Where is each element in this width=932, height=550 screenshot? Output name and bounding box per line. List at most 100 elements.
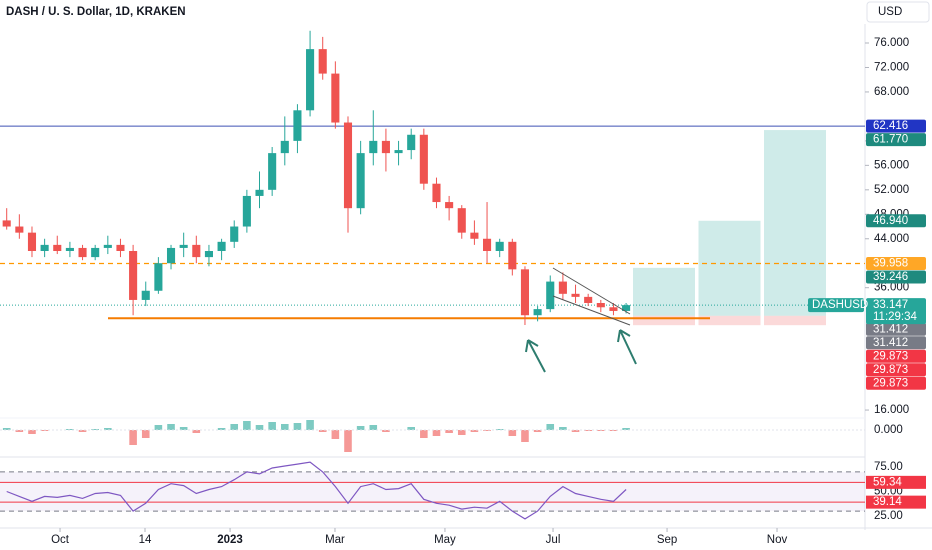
- price-tag: [866, 270, 926, 284]
- candle-body: [242, 195, 251, 227]
- candle-body: [293, 110, 302, 141]
- candle-body: [53, 244, 62, 251]
- rsi-tick-label: 25.00: [874, 510, 903, 522]
- macd-bar: [407, 427, 415, 430]
- macd-bar: [331, 430, 340, 439]
- price-tag-label: 29.873: [873, 377, 908, 389]
- candle-body: [166, 247, 176, 264]
- price-tag-label: 31.412: [873, 337, 908, 349]
- y-tick-label: 72.000: [874, 62, 909, 74]
- macd-bar: [2, 428, 11, 430]
- macd-bar: [533, 430, 542, 432]
- chart-title: DASH / U. S. Dollar, 1D, KRAKEN: [6, 6, 186, 18]
- candle-body: [91, 247, 100, 258]
- macd-bar: [369, 425, 378, 430]
- candle-body: [495, 241, 504, 251]
- candle-body: [40, 244, 49, 251]
- candle-body: [457, 208, 466, 233]
- countdown: 11:29:34: [873, 311, 918, 323]
- x-tick-label: Nov: [767, 534, 788, 546]
- candle-body: [331, 73, 340, 123]
- currency-button[interactable]: [866, 1, 930, 23]
- candle-body: [103, 244, 112, 248]
- y-tick-label: 52.000: [874, 184, 909, 196]
- y-tick-label: 36.000: [874, 282, 909, 294]
- candle-body: [217, 241, 226, 251]
- candle-body: [306, 49, 315, 111]
- candle-body: [2, 220, 11, 227]
- candle-body: [432, 183, 441, 203]
- candle-body: [571, 293, 580, 297]
- price-tag: [866, 376, 926, 390]
- candle-body: [27, 232, 37, 251]
- macd-bar: [217, 428, 226, 430]
- macd-bar: [179, 427, 188, 430]
- candle-body: [192, 244, 201, 258]
- price-tag: [866, 119, 926, 133]
- candle-body: [419, 134, 428, 184]
- candle-body: [584, 296, 593, 303]
- macd-bar: [255, 425, 264, 430]
- macd-bar: [91, 429, 99, 430]
- plot: [0, 30, 865, 520]
- price-tag: [866, 256, 926, 270]
- arrow: [525, 339, 546, 373]
- macd-bar: [508, 430, 517, 436]
- price-tag-label: 46.940: [873, 215, 908, 227]
- candle-body: [394, 150, 403, 154]
- candle-body: [268, 153, 277, 190]
- macd-bar: [470, 430, 479, 432]
- macd-bar: [420, 430, 428, 438]
- y-tick-label: 44.000: [874, 233, 909, 245]
- macd-bar: [306, 420, 314, 430]
- candle-body: [508, 241, 517, 270]
- rsi-line: [6, 461, 627, 520]
- macd-bar: [192, 430, 201, 433]
- macd-bar: [281, 424, 289, 430]
- candle-body: [558, 281, 567, 294]
- macd-bar: [445, 430, 453, 433]
- price-tag-label: 61.770: [873, 134, 908, 146]
- candle-body: [596, 302, 605, 308]
- candle-body: [204, 250, 213, 258]
- rsi-tick-label: 75.00: [874, 461, 903, 473]
- candle-body: [356, 153, 365, 209]
- macd-bar: [129, 430, 137, 445]
- macd-bar: [230, 424, 239, 430]
- price-tag: [866, 349, 926, 363]
- stop-zone: [698, 315, 761, 326]
- macd-bar: [546, 424, 555, 430]
- macd-bar: [382, 430, 390, 432]
- candle-body: [470, 232, 479, 239]
- price-tag-label: 39.246: [873, 271, 908, 283]
- macd-bar: [622, 428, 630, 430]
- candle-body: [482, 238, 492, 251]
- candle-body: [65, 247, 74, 251]
- arrow: [617, 329, 637, 365]
- candle-body: [369, 140, 378, 154]
- symbol-label: DASHUSD: [812, 299, 868, 311]
- candle-body: [609, 307, 618, 311]
- rsi-tag: [866, 495, 926, 509]
- macd-bar: [268, 422, 276, 430]
- rsi-tag: [866, 475, 926, 489]
- target-zone: [698, 220, 761, 316]
- target-zone: [633, 267, 695, 316]
- y-tick-label: 16.000: [874, 404, 909, 416]
- candle-body: [622, 305, 631, 311]
- rsi-level-label: 59.34: [873, 476, 902, 488]
- candle-body: [318, 49, 327, 74]
- wedge: [552, 267, 631, 326]
- macd-bar: [104, 428, 112, 430]
- candle-body: [230, 226, 239, 242]
- target-zone: [764, 130, 826, 316]
- macd-bar: [495, 429, 504, 430]
- candle-body: [78, 247, 87, 258]
- x-tick-label: Mar: [325, 534, 345, 546]
- stop-zone: [764, 315, 826, 326]
- macd-bar: [154, 425, 163, 430]
- price-tag-label: 62.416: [873, 120, 908, 132]
- x-tick-label: Jul: [546, 534, 561, 546]
- macd-bar: [457, 430, 466, 435]
- x-tick-label: Oct: [51, 534, 70, 546]
